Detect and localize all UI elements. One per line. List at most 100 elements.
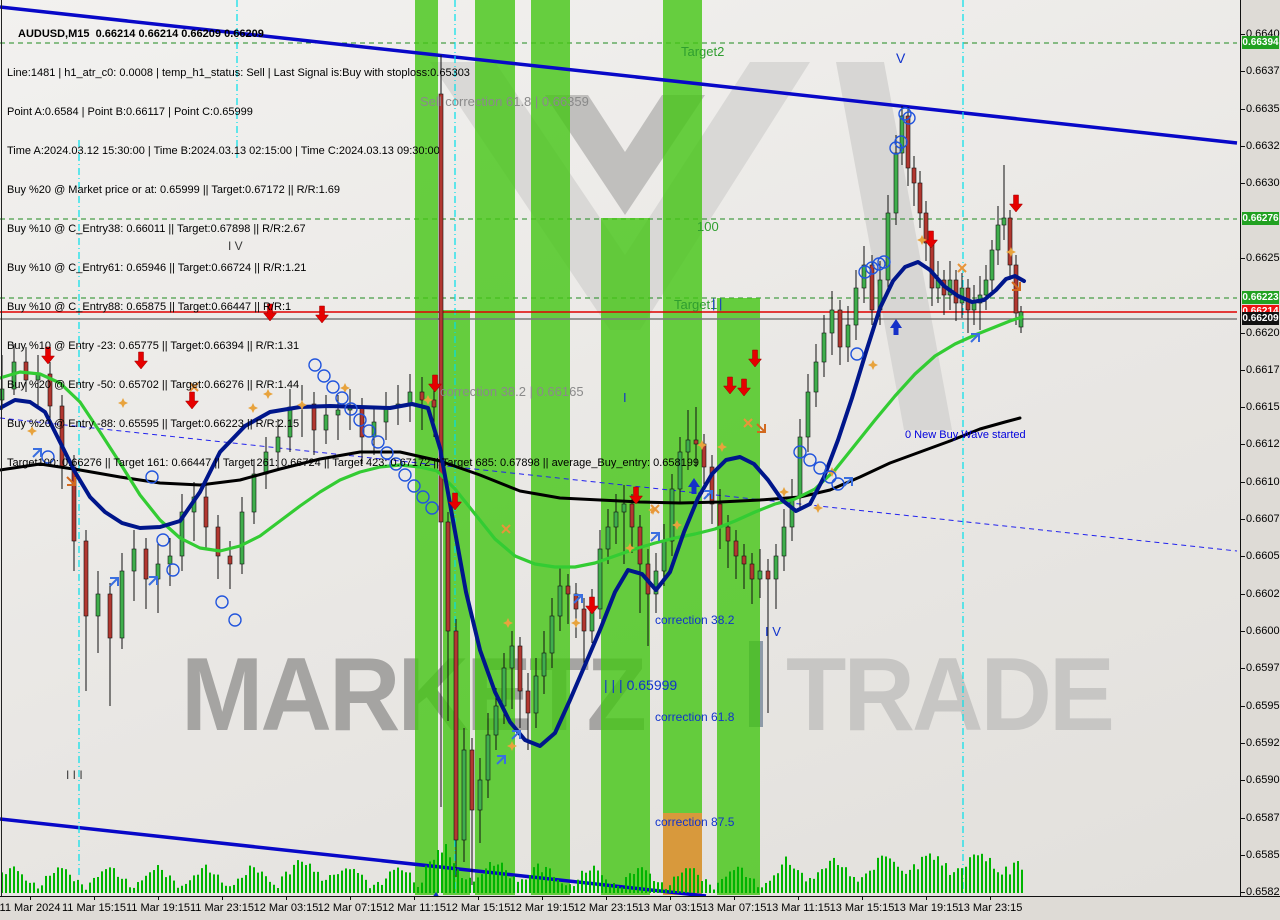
volume-bar xyxy=(645,870,647,893)
volume-bar xyxy=(277,888,279,893)
star-marker-icon xyxy=(503,618,513,628)
volume-bar xyxy=(837,865,839,893)
volume-bar xyxy=(989,857,991,893)
volume-bar xyxy=(969,857,971,893)
volume-bar xyxy=(441,852,443,893)
volume-bar xyxy=(273,884,275,893)
volume-bar xyxy=(833,857,835,893)
candle-up xyxy=(493,705,499,736)
volume-bar xyxy=(457,869,459,893)
chart-canvas[interactable] xyxy=(0,0,1240,896)
candle-down xyxy=(709,466,715,505)
candle-down xyxy=(525,690,531,714)
cross-marker-icon xyxy=(743,418,753,428)
volume-bar xyxy=(249,865,251,893)
volume-bar xyxy=(373,884,375,893)
volume-bar xyxy=(545,866,547,893)
candle-up xyxy=(1001,217,1007,226)
candle-down xyxy=(911,167,917,184)
star-marker-icon xyxy=(813,503,823,513)
volume-bar xyxy=(685,868,687,893)
star-marker-icon xyxy=(263,389,273,399)
candle-up xyxy=(781,526,787,557)
volume-bar xyxy=(237,878,239,893)
volume-bar xyxy=(729,871,731,893)
volume-bar xyxy=(105,869,107,893)
price-axis-label: 0.66175 xyxy=(1246,364,1280,376)
volume-bar xyxy=(865,873,867,893)
volume-bar xyxy=(161,869,163,893)
chart-plot-area[interactable]: MARKETZ TRADE AUDUSD,M15 0.66214 0.66214… xyxy=(0,0,1240,896)
time-axis-tick xyxy=(670,896,671,900)
sell-signal-arrow-icon xyxy=(923,230,939,249)
price-axis-label: 0.66325 xyxy=(1246,140,1280,152)
volume-bar xyxy=(949,874,951,893)
symbol-ohlc-line: AUDUSD,M15 0.66214 0.66214 0.66209 0.662… xyxy=(18,28,264,40)
trail-circle-icon xyxy=(898,107,912,121)
volume-bar xyxy=(1009,874,1011,893)
time-axis-label: 11 Mar 15:15 xyxy=(61,902,127,914)
volume-bar xyxy=(385,878,387,893)
candle-up xyxy=(813,361,819,393)
volume-bar xyxy=(961,868,963,893)
candle-up xyxy=(485,734,491,781)
buy-hint-arrow-icon xyxy=(843,477,853,487)
buy-hint-arrow-icon xyxy=(148,576,158,586)
candle-up xyxy=(845,324,851,348)
volume-bar xyxy=(209,872,211,893)
volume-bar xyxy=(345,868,347,893)
volume-bar xyxy=(501,862,503,893)
candle-down xyxy=(83,540,89,617)
volume-bar xyxy=(525,879,527,893)
volume-bar xyxy=(853,877,855,893)
star-marker-icon xyxy=(868,360,878,370)
sell-signal-arrow-icon xyxy=(736,378,752,397)
volume-bar xyxy=(429,861,431,893)
volume-bar xyxy=(737,866,739,893)
star-marker-icon xyxy=(423,395,433,405)
candle-up xyxy=(995,224,1001,251)
trail-circle-icon xyxy=(156,533,170,547)
chart-annotation: I V xyxy=(765,624,781,639)
volume-bar xyxy=(381,884,383,893)
volume-bar xyxy=(553,876,555,893)
volume-bar xyxy=(477,877,479,893)
trail-circle-icon xyxy=(425,501,439,515)
candle-up xyxy=(853,287,859,326)
sell-signal-arrow-icon xyxy=(262,303,278,322)
info-line: Buy %10 @ C_Entry38: 0.66011 || Target:0… xyxy=(7,223,306,235)
buy-hint-arrow-icon xyxy=(109,577,119,587)
volume-bar xyxy=(745,877,747,893)
volume-bar xyxy=(733,870,735,893)
time-axis[interactable]: 11 Mar 2024 11 Mar 15:15 11 Mar 19:15 11 Ma… xyxy=(0,896,1280,920)
buy-hint-arrow-icon xyxy=(511,730,521,740)
volume-bar xyxy=(561,883,563,893)
volume-bar xyxy=(653,881,655,893)
chart-annotation: Sell correction 61.8 | 0.66359 xyxy=(420,94,589,109)
ma-fast-blue xyxy=(0,260,1026,748)
chart-annotation: correction 87.5 xyxy=(655,815,735,829)
volume-bar xyxy=(241,877,243,893)
candle-up xyxy=(971,302,977,311)
candle-down xyxy=(565,585,571,595)
candle-down xyxy=(227,555,233,565)
volume-bar xyxy=(453,863,455,893)
trail-circle-icon xyxy=(416,490,430,504)
price-axis[interactable]: 0.664000.663750.663500.663250.663000.662… xyxy=(1240,0,1280,898)
volume-bar xyxy=(181,885,183,893)
volume-bar xyxy=(713,889,715,893)
price-axis-tick xyxy=(1241,743,1245,744)
price-badge: 0.66223 xyxy=(1242,291,1279,304)
info-line: Line:1481 | h1_atr_c0: 0.0008 | temp_h1_… xyxy=(7,67,470,79)
candle-up xyxy=(757,570,763,580)
candle-up xyxy=(0,388,5,401)
volume-bar xyxy=(869,870,871,893)
watermark-text-trade: TRADE xyxy=(786,637,1115,753)
candle-up xyxy=(821,332,827,363)
candle-up xyxy=(275,436,281,453)
time-axis-tick xyxy=(350,896,351,900)
volume-bar xyxy=(809,877,811,893)
